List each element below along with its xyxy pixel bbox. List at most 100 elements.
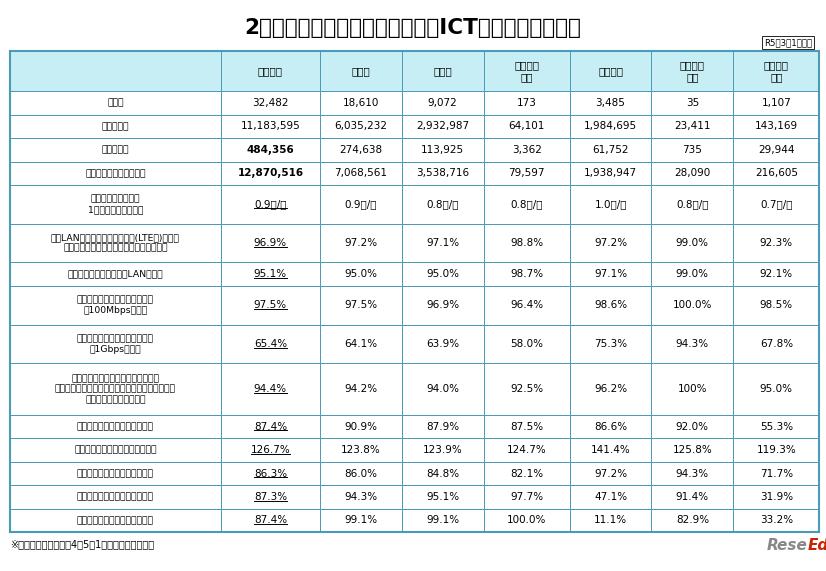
Bar <box>401 115 483 138</box>
Bar <box>570 363 652 415</box>
Bar <box>652 263 733 286</box>
Bar <box>483 325 570 363</box>
Text: 95.0%: 95.0% <box>426 269 459 279</box>
Bar <box>652 325 733 363</box>
Text: 96.4%: 96.4% <box>510 300 544 310</box>
Bar <box>401 224 483 263</box>
Bar <box>320 439 401 462</box>
Text: 100%: 100% <box>677 384 707 394</box>
Text: 指導者用デジタル教科書整備率: 指導者用デジタル教科書整備率 <box>77 493 154 501</box>
Bar <box>221 363 320 415</box>
Bar <box>10 115 221 138</box>
Text: 143,169: 143,169 <box>755 122 798 131</box>
Text: 96.9%: 96.9% <box>254 238 287 248</box>
Bar <box>483 115 570 138</box>
Text: 3,362: 3,362 <box>511 145 542 155</box>
Text: 教育用コンピュータ
1台当たり児童生徒数: 教育用コンピュータ 1台当たり児童生徒数 <box>88 195 143 214</box>
Bar <box>652 91 733 115</box>
Text: 125.8%: 125.8% <box>672 445 712 455</box>
Text: 小学校: 小学校 <box>351 66 370 77</box>
Text: 123.9%: 123.9% <box>423 445 463 455</box>
Text: 92.3%: 92.3% <box>760 238 793 248</box>
Bar <box>221 224 320 263</box>
Bar <box>10 439 221 462</box>
Bar <box>320 485 401 509</box>
Bar <box>483 263 570 286</box>
Text: 141.4%: 141.4% <box>591 445 630 455</box>
Bar <box>221 325 320 363</box>
Text: 11,183,595: 11,183,595 <box>240 122 301 131</box>
Text: 23,411: 23,411 <box>674 122 710 131</box>
Text: 63.9%: 63.9% <box>426 339 459 349</box>
Bar <box>221 138 320 162</box>
Text: 58.0%: 58.0% <box>510 339 544 349</box>
Bar <box>320 162 401 185</box>
Text: 99.1%: 99.1% <box>344 516 377 525</box>
Text: 82.9%: 82.9% <box>676 516 709 525</box>
Text: 87.4%: 87.4% <box>254 516 287 525</box>
Bar <box>10 263 221 286</box>
Bar <box>320 138 401 162</box>
Text: 28,090: 28,090 <box>674 168 710 178</box>
Bar <box>652 363 733 415</box>
Text: 100.0%: 100.0% <box>507 516 546 525</box>
Text: 87.3%: 87.3% <box>254 492 287 502</box>
Text: 87.5%: 87.5% <box>510 421 544 432</box>
Bar <box>733 185 819 224</box>
Bar <box>320 286 401 325</box>
Bar <box>652 485 733 509</box>
Bar <box>483 286 570 325</box>
Text: 61,752: 61,752 <box>592 145 629 155</box>
Bar <box>401 363 483 415</box>
Text: 98.7%: 98.7% <box>510 269 544 279</box>
Bar <box>320 224 401 263</box>
Text: 100.0%: 100.0% <box>672 300 712 310</box>
Bar <box>652 115 733 138</box>
Text: 47.1%: 47.1% <box>594 492 627 502</box>
Text: 86.3%: 86.3% <box>254 469 287 478</box>
Bar <box>320 263 401 286</box>
Text: 2．学校種別　学校における主なICT環境の整備状況等: 2．学校種別 学校における主なICT環境の整備状況等 <box>244 18 582 38</box>
Text: 97.5%: 97.5% <box>254 300 287 310</box>
Text: 87.4%: 87.4% <box>254 421 287 432</box>
Text: 特別支援
学校: 特別支援 学校 <box>764 61 789 82</box>
Bar <box>401 509 483 532</box>
Bar <box>401 485 483 509</box>
Bar <box>221 509 320 532</box>
Bar <box>570 415 652 439</box>
Bar <box>320 185 401 224</box>
Text: 95.0%: 95.0% <box>760 384 793 394</box>
Text: 0.7人/台: 0.7人/台 <box>760 199 793 210</box>
Text: 1,107: 1,107 <box>762 98 791 108</box>
Bar <box>10 91 221 115</box>
Bar <box>221 263 320 286</box>
Text: 0.8人/台: 0.8人/台 <box>510 199 543 210</box>
Text: 12,870,516: 12,870,516 <box>237 168 303 178</box>
Bar <box>570 51 652 91</box>
Bar <box>483 462 570 485</box>
Text: 中学校: 中学校 <box>434 66 452 77</box>
Text: 普通教室数: 普通教室数 <box>102 146 129 154</box>
Text: 99.0%: 99.0% <box>676 238 709 248</box>
Text: 義務教育
学校: 義務教育 学校 <box>514 61 539 82</box>
Text: ※児童生徒数は、令和4年5月1日現在の児童生徒数: ※児童生徒数は、令和4年5月1日現在の児童生徒数 <box>10 540 154 550</box>
Bar <box>733 509 819 532</box>
Text: 29,944: 29,944 <box>758 145 795 155</box>
Text: Rese: Rese <box>767 538 808 553</box>
Bar <box>652 224 733 263</box>
Text: 94.4%: 94.4% <box>254 384 287 394</box>
Bar <box>733 286 819 325</box>
Bar <box>733 263 819 286</box>
Text: 7,068,561: 7,068,561 <box>335 168 387 178</box>
Text: 94.3%: 94.3% <box>344 492 377 502</box>
Text: 123.8%: 123.8% <box>341 445 381 455</box>
Bar <box>401 91 483 115</box>
Text: 173: 173 <box>517 98 537 108</box>
Text: 98.6%: 98.6% <box>594 300 627 310</box>
Bar <box>10 224 221 263</box>
Text: 64,101: 64,101 <box>509 122 545 131</box>
Bar <box>483 91 570 115</box>
Text: 96.9%: 96.9% <box>426 300 459 310</box>
Text: 教育用コンピュータ台数: 教育用コンピュータ台数 <box>85 169 145 178</box>
Text: 全学校種: 全学校種 <box>258 66 283 77</box>
